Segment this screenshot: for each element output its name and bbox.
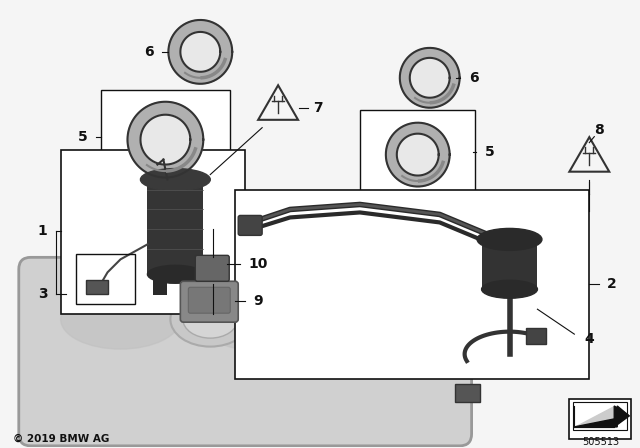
FancyBboxPatch shape [180, 281, 238, 322]
Polygon shape [410, 58, 450, 98]
Ellipse shape [357, 277, 422, 322]
Text: 6: 6 [143, 45, 153, 59]
FancyBboxPatch shape [19, 257, 472, 446]
Bar [360, 110, 475, 194]
Polygon shape [168, 20, 232, 84]
Bar [147, 180, 204, 274]
Ellipse shape [61, 289, 180, 349]
Text: 1: 1 [38, 224, 47, 238]
Ellipse shape [140, 168, 211, 190]
Bar [76, 254, 136, 304]
Polygon shape [574, 406, 614, 427]
FancyBboxPatch shape [195, 255, 229, 281]
Text: 5: 5 [77, 129, 88, 144]
Polygon shape [397, 134, 438, 176]
Bar [100, 90, 230, 185]
Text: 9: 9 [253, 294, 263, 308]
Bar [154, 279, 168, 295]
Text: © 2019 BMW AG: © 2019 BMW AG [13, 434, 109, 444]
Bar [573, 402, 627, 430]
Ellipse shape [380, 289, 440, 344]
Polygon shape [127, 102, 204, 177]
Bar [86, 280, 108, 294]
Bar [526, 328, 546, 344]
Polygon shape [400, 48, 460, 108]
Text: 5: 5 [484, 145, 495, 159]
Ellipse shape [170, 292, 250, 347]
Bar [481, 239, 538, 289]
Text: 2: 2 [606, 277, 616, 291]
Polygon shape [614, 406, 629, 427]
Text: 7: 7 [313, 101, 323, 115]
Text: 6: 6 [468, 71, 479, 85]
Ellipse shape [200, 279, 290, 349]
Text: 3: 3 [38, 287, 47, 301]
Text: 4: 4 [584, 332, 594, 346]
Text: 10: 10 [248, 257, 268, 271]
Bar [236, 190, 589, 379]
Ellipse shape [300, 284, 400, 349]
FancyBboxPatch shape [238, 215, 262, 235]
Polygon shape [140, 115, 190, 164]
Bar [183, 279, 197, 295]
Polygon shape [180, 32, 220, 72]
Bar [61, 150, 245, 314]
Text: 8: 8 [595, 123, 604, 137]
Ellipse shape [183, 300, 237, 338]
Bar [570, 399, 631, 439]
Polygon shape [386, 123, 450, 186]
Text: 505513: 505513 [582, 437, 619, 447]
Ellipse shape [147, 265, 204, 283]
Bar [454, 384, 479, 402]
FancyBboxPatch shape [188, 287, 230, 313]
Ellipse shape [477, 228, 542, 250]
Polygon shape [574, 406, 629, 427]
Ellipse shape [481, 280, 538, 298]
